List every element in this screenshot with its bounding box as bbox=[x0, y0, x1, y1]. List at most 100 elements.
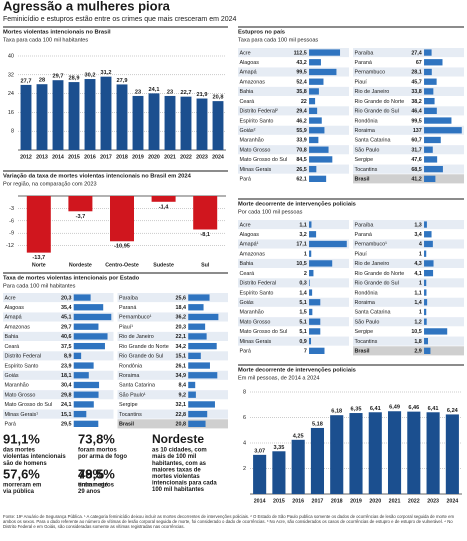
row-value: 52,4 bbox=[296, 79, 307, 85]
table-row bbox=[238, 77, 349, 87]
row-label: Mato Grosso bbox=[240, 147, 271, 153]
row-label: Acre bbox=[240, 50, 251, 56]
row-label: Amapá bbox=[5, 315, 22, 321]
stat-text: via pública bbox=[3, 489, 35, 495]
table-row bbox=[238, 336, 349, 346]
x-tick-label: 2023 bbox=[427, 498, 439, 504]
x-tick-label: 2017 bbox=[312, 498, 324, 504]
table-row bbox=[238, 249, 349, 259]
table-row bbox=[3, 322, 114, 332]
value-label: 6,41 bbox=[370, 406, 381, 412]
row-value: 29,5 bbox=[61, 422, 72, 428]
stat-value: 48,5% bbox=[78, 466, 115, 481]
x-tick-label: 2014 bbox=[254, 498, 266, 504]
value-label: -8,1 bbox=[200, 232, 210, 238]
bar bbox=[68, 196, 93, 212]
bar bbox=[309, 117, 322, 124]
bar bbox=[116, 84, 128, 150]
table-row bbox=[353, 258, 464, 268]
bar bbox=[68, 82, 80, 150]
row-value: 38,2 bbox=[411, 99, 422, 105]
row-value: 84,5 bbox=[296, 157, 307, 163]
table-row bbox=[3, 331, 114, 341]
table-row bbox=[3, 351, 114, 361]
value-label: 6,18 bbox=[331, 409, 342, 415]
table-row bbox=[238, 125, 349, 135]
row-value: 1,1 bbox=[299, 222, 307, 228]
row-label: Distrito Federal bbox=[5, 354, 42, 360]
row-value: 62,1 bbox=[296, 177, 307, 183]
bar bbox=[424, 279, 427, 286]
row-label: São Paulo bbox=[355, 319, 380, 325]
bar bbox=[424, 289, 427, 296]
bar bbox=[424, 146, 433, 153]
row-label: Paraná bbox=[355, 232, 372, 238]
row-value: 43,2 bbox=[296, 60, 307, 66]
y-tick-label: 4 bbox=[243, 440, 246, 446]
row-value: 17,1 bbox=[296, 242, 307, 248]
table-row bbox=[353, 77, 464, 87]
row-label: Bahia bbox=[5, 334, 19, 340]
bar bbox=[424, 221, 427, 228]
row-value: 46,2 bbox=[296, 118, 307, 124]
row-label: Santa Catarina bbox=[119, 383, 155, 389]
table-row bbox=[353, 229, 464, 239]
bar bbox=[73, 304, 104, 311]
stat-text: por arma de fogo bbox=[78, 454, 127, 460]
table-row bbox=[238, 346, 349, 356]
row-value: 99,5 bbox=[411, 118, 422, 124]
row-value: 47,6 bbox=[411, 157, 422, 163]
x-tick-label: 2014 bbox=[52, 154, 64, 160]
row-value: 26,5 bbox=[296, 167, 307, 173]
row-value: 1,1 bbox=[414, 290, 422, 296]
row-label: Pará bbox=[5, 422, 16, 428]
bar bbox=[368, 412, 382, 494]
table-row bbox=[238, 307, 349, 317]
bar bbox=[73, 362, 94, 369]
stat-text: violentas intencionais bbox=[3, 454, 66, 460]
stat-text: das mortes bbox=[3, 448, 36, 454]
row-value: 29,7 bbox=[61, 324, 72, 330]
y-tick-label: 6 bbox=[243, 415, 246, 421]
row-value: 1 bbox=[304, 251, 307, 257]
row-value: 8,9 bbox=[64, 354, 72, 360]
row-label: Goiás² bbox=[240, 128, 256, 134]
x-tick-label: 2024 bbox=[212, 154, 224, 160]
bar bbox=[36, 84, 48, 150]
bar bbox=[424, 165, 443, 173]
row-value: 55,9 bbox=[296, 128, 307, 134]
row-value: 35,4 bbox=[61, 305, 72, 311]
row-label: Amapá¹ bbox=[240, 242, 259, 248]
table-row bbox=[117, 341, 228, 351]
chart-subtitle: Por cada 100 mil pessoas bbox=[238, 209, 303, 215]
page-subtitle: Feminicídio e estupros estão entre os cr… bbox=[3, 16, 237, 23]
row-value: 1,3 bbox=[414, 222, 422, 228]
stat-text: são de homens bbox=[3, 461, 47, 467]
table-row bbox=[238, 326, 349, 336]
bar bbox=[188, 372, 218, 379]
row-label: Distrito Federal² bbox=[240, 109, 279, 115]
row-label: Bahia bbox=[240, 261, 254, 267]
bar bbox=[73, 323, 99, 330]
row-label: Mato Grosso do Sul bbox=[240, 329, 288, 335]
bar bbox=[424, 78, 437, 85]
table-row bbox=[353, 48, 464, 58]
bar bbox=[309, 308, 313, 316]
row-value: 18,4 bbox=[176, 305, 187, 311]
row-label: Pernambuco bbox=[355, 70, 386, 76]
row-value: 0,9 bbox=[299, 339, 307, 345]
stat-text: mortes violentas bbox=[152, 474, 200, 480]
value-label: 6,41 bbox=[428, 406, 439, 412]
table-row bbox=[117, 331, 228, 341]
stat-text: morreram em bbox=[3, 483, 41, 489]
table-row bbox=[238, 278, 349, 288]
row-label: Alagoas bbox=[5, 305, 25, 311]
row-label: Paraná bbox=[355, 60, 372, 66]
row-value: 25,6 bbox=[176, 295, 187, 301]
row-value: 70,8 bbox=[296, 147, 307, 153]
bar bbox=[424, 117, 452, 124]
row-label: Pernambuco¹ bbox=[119, 315, 152, 321]
bar bbox=[20, 84, 32, 150]
bar bbox=[309, 59, 321, 66]
row-label: Rio de Janeiro bbox=[355, 89, 390, 95]
